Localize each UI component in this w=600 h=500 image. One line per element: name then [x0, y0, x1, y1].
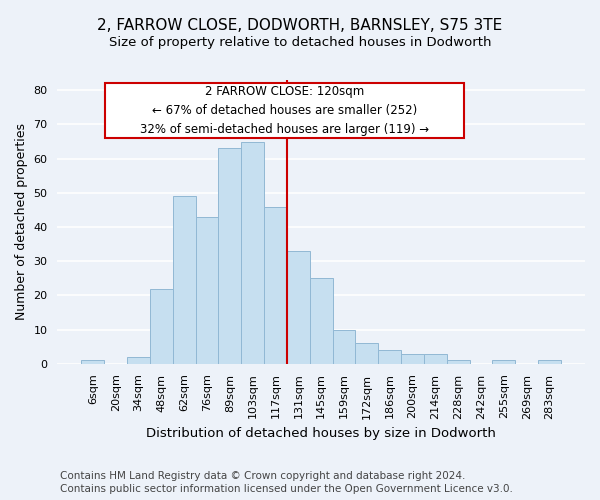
Bar: [355, 344, 379, 364]
Y-axis label: Number of detached properties: Number of detached properties: [15, 124, 28, 320]
Bar: [401, 354, 424, 364]
Text: Contains public sector information licensed under the Open Government Licence v3: Contains public sector information licen…: [60, 484, 513, 494]
Bar: [150, 288, 173, 364]
Bar: [287, 251, 310, 364]
Text: Size of property relative to detached houses in Dodworth: Size of property relative to detached ho…: [109, 36, 491, 49]
Text: Contains HM Land Registry data © Crown copyright and database right 2024.: Contains HM Land Registry data © Crown c…: [60, 471, 466, 481]
Bar: [424, 354, 447, 364]
FancyBboxPatch shape: [105, 83, 464, 138]
Bar: [332, 330, 355, 364]
Bar: [127, 357, 150, 364]
Bar: [538, 360, 561, 364]
Bar: [493, 360, 515, 364]
Bar: [379, 350, 401, 364]
Text: 2, FARROW CLOSE, DODWORTH, BARNSLEY, S75 3TE: 2, FARROW CLOSE, DODWORTH, BARNSLEY, S75…: [97, 18, 503, 32]
Bar: [173, 196, 196, 364]
Bar: [196, 217, 218, 364]
Bar: [82, 360, 104, 364]
Bar: [447, 360, 470, 364]
X-axis label: Distribution of detached houses by size in Dodworth: Distribution of detached houses by size …: [146, 427, 496, 440]
Bar: [218, 148, 241, 364]
Bar: [241, 142, 264, 364]
Bar: [264, 206, 287, 364]
Text: 2 FARROW CLOSE: 120sqm
← 67% of detached houses are smaller (252)
32% of semi-de: 2 FARROW CLOSE: 120sqm ← 67% of detached…: [140, 85, 429, 136]
Bar: [310, 278, 332, 364]
